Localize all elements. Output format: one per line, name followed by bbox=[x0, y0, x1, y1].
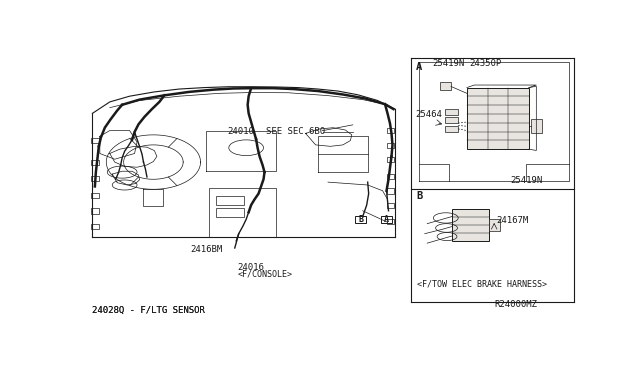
Bar bbox=[92, 138, 99, 144]
Text: B: B bbox=[358, 215, 364, 224]
Bar bbox=[445, 109, 458, 115]
Text: 24167M: 24167M bbox=[497, 215, 529, 225]
Text: 24016: 24016 bbox=[237, 263, 264, 272]
Bar bbox=[216, 196, 244, 205]
Text: R24000MZ: R24000MZ bbox=[494, 300, 537, 309]
Bar bbox=[92, 193, 99, 198]
Bar bbox=[445, 126, 458, 132]
Text: A: A bbox=[384, 215, 389, 224]
Bar bbox=[387, 174, 394, 179]
Bar bbox=[440, 83, 451, 90]
Bar bbox=[216, 208, 244, 217]
Bar bbox=[92, 224, 99, 230]
Text: 24350P: 24350P bbox=[469, 58, 502, 68]
Bar bbox=[355, 216, 366, 222]
Text: 24028Q - F/LTG SENSOR: 24028Q - F/LTG SENSOR bbox=[92, 306, 205, 315]
Text: <F/CONSOLE>: <F/CONSOLE> bbox=[237, 269, 292, 278]
Bar bbox=[387, 128, 394, 134]
Bar bbox=[387, 189, 394, 193]
Bar bbox=[92, 160, 99, 165]
Bar bbox=[387, 203, 394, 208]
Bar bbox=[92, 176, 99, 181]
Bar bbox=[531, 119, 542, 134]
Text: 25419N: 25419N bbox=[432, 58, 465, 68]
Bar bbox=[467, 88, 529, 149]
Bar bbox=[445, 117, 458, 124]
Bar bbox=[381, 216, 392, 222]
Bar bbox=[489, 219, 500, 231]
Text: <F/TOW ELEC BRAKE HARNESS>: <F/TOW ELEC BRAKE HARNESS> bbox=[417, 279, 547, 288]
Text: A: A bbox=[416, 62, 422, 72]
Bar bbox=[387, 142, 394, 148]
Text: SEE SEC.6B0: SEE SEC.6B0 bbox=[266, 127, 325, 136]
Text: 2416BM: 2416BM bbox=[190, 245, 222, 254]
Text: B: B bbox=[416, 191, 422, 201]
Text: 25419N: 25419N bbox=[511, 176, 543, 185]
Bar bbox=[387, 157, 394, 162]
Text: 25464: 25464 bbox=[415, 110, 442, 119]
Bar bbox=[92, 208, 99, 214]
Bar bbox=[387, 218, 394, 224]
Text: 24028Q - F/LTG SENSOR: 24028Q - F/LTG SENSOR bbox=[92, 306, 205, 315]
Text: 24010: 24010 bbox=[228, 127, 255, 136]
Bar bbox=[452, 209, 489, 241]
